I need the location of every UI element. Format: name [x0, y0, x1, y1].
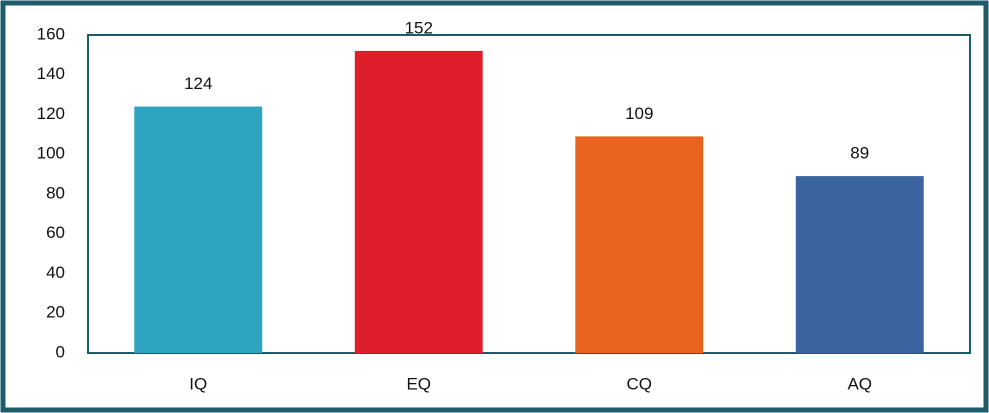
bar — [575, 136, 704, 353]
y-tick-label: 40 — [46, 263, 65, 282]
x-tick-label: CQ — [627, 374, 653, 393]
y-tick-label: 160 — [37, 24, 65, 43]
bar — [134, 106, 263, 353]
x-tick-label: IQ — [189, 374, 207, 393]
value-label: 109 — [625, 104, 653, 123]
value-label: 89 — [850, 144, 869, 163]
value-label: 124 — [184, 74, 212, 93]
x-tick-label: AQ — [847, 374, 872, 393]
y-tick-label: 140 — [37, 64, 65, 83]
plot-frame — [87, 34, 971, 354]
x-tick-label: EQ — [406, 374, 431, 393]
bar — [795, 176, 924, 353]
y-tick-label: 100 — [37, 144, 65, 163]
y-tick-label: 20 — [46, 303, 65, 322]
y-tick-label: 80 — [46, 183, 65, 202]
y-tick-label: 0 — [56, 342, 65, 361]
y-tick-label: 60 — [46, 223, 65, 242]
y-tick-label: 120 — [37, 104, 65, 123]
value-label: 152 — [405, 18, 433, 37]
bar — [354, 50, 483, 354]
